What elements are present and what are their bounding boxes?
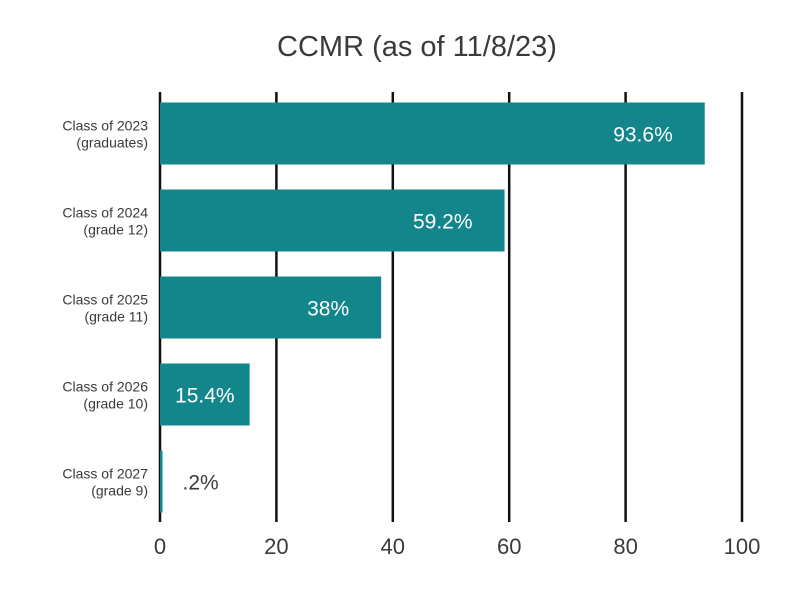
value-labels: 93.6% 59.2% 38% 15.4% .2%: [175, 124, 673, 495]
category-label-5: Class of 2027 (grade 9): [62, 466, 148, 499]
value-label-2: 59.2%: [413, 211, 473, 234]
category-labels: Class of 2023 (graduates) Class of 2024 (gr…: [62, 118, 148, 499]
bar-4: [160, 363, 250, 426]
category-label-3: Class of 2025 (grade 11): [62, 292, 148, 325]
bar-2: [160, 189, 505, 252]
x-tick-label-20: 20: [264, 534, 288, 559]
bar-1: [160, 102, 705, 165]
value-label-3: 38%: [307, 298, 349, 321]
x-tick-label-60: 60: [497, 534, 521, 559]
x-tick-label-40: 40: [381, 534, 405, 559]
category-label-1: Class of 2023 (graduates): [62, 118, 148, 151]
x-tick-label-0: 0: [154, 534, 166, 559]
value-label-5: .2%: [183, 472, 219, 495]
x-tick-label-80: 80: [613, 534, 637, 559]
bar-3: [160, 276, 382, 339]
bars: [160, 102, 705, 513]
value-label-4: 15.4%: [175, 385, 235, 408]
category-label-4: Class of 2026 (grade 10): [62, 379, 148, 412]
category-label-2: Class of 2024 (grade 12): [62, 205, 148, 238]
bar-5: [160, 450, 163, 513]
x-axis-tick-labels: 0 20 40 60 80 100: [154, 534, 760, 559]
value-label-1: 93.6%: [613, 124, 673, 147]
chart-title: CCMR (as of 11/8/23): [277, 31, 557, 63]
x-tick-label-100: 100: [724, 534, 761, 559]
